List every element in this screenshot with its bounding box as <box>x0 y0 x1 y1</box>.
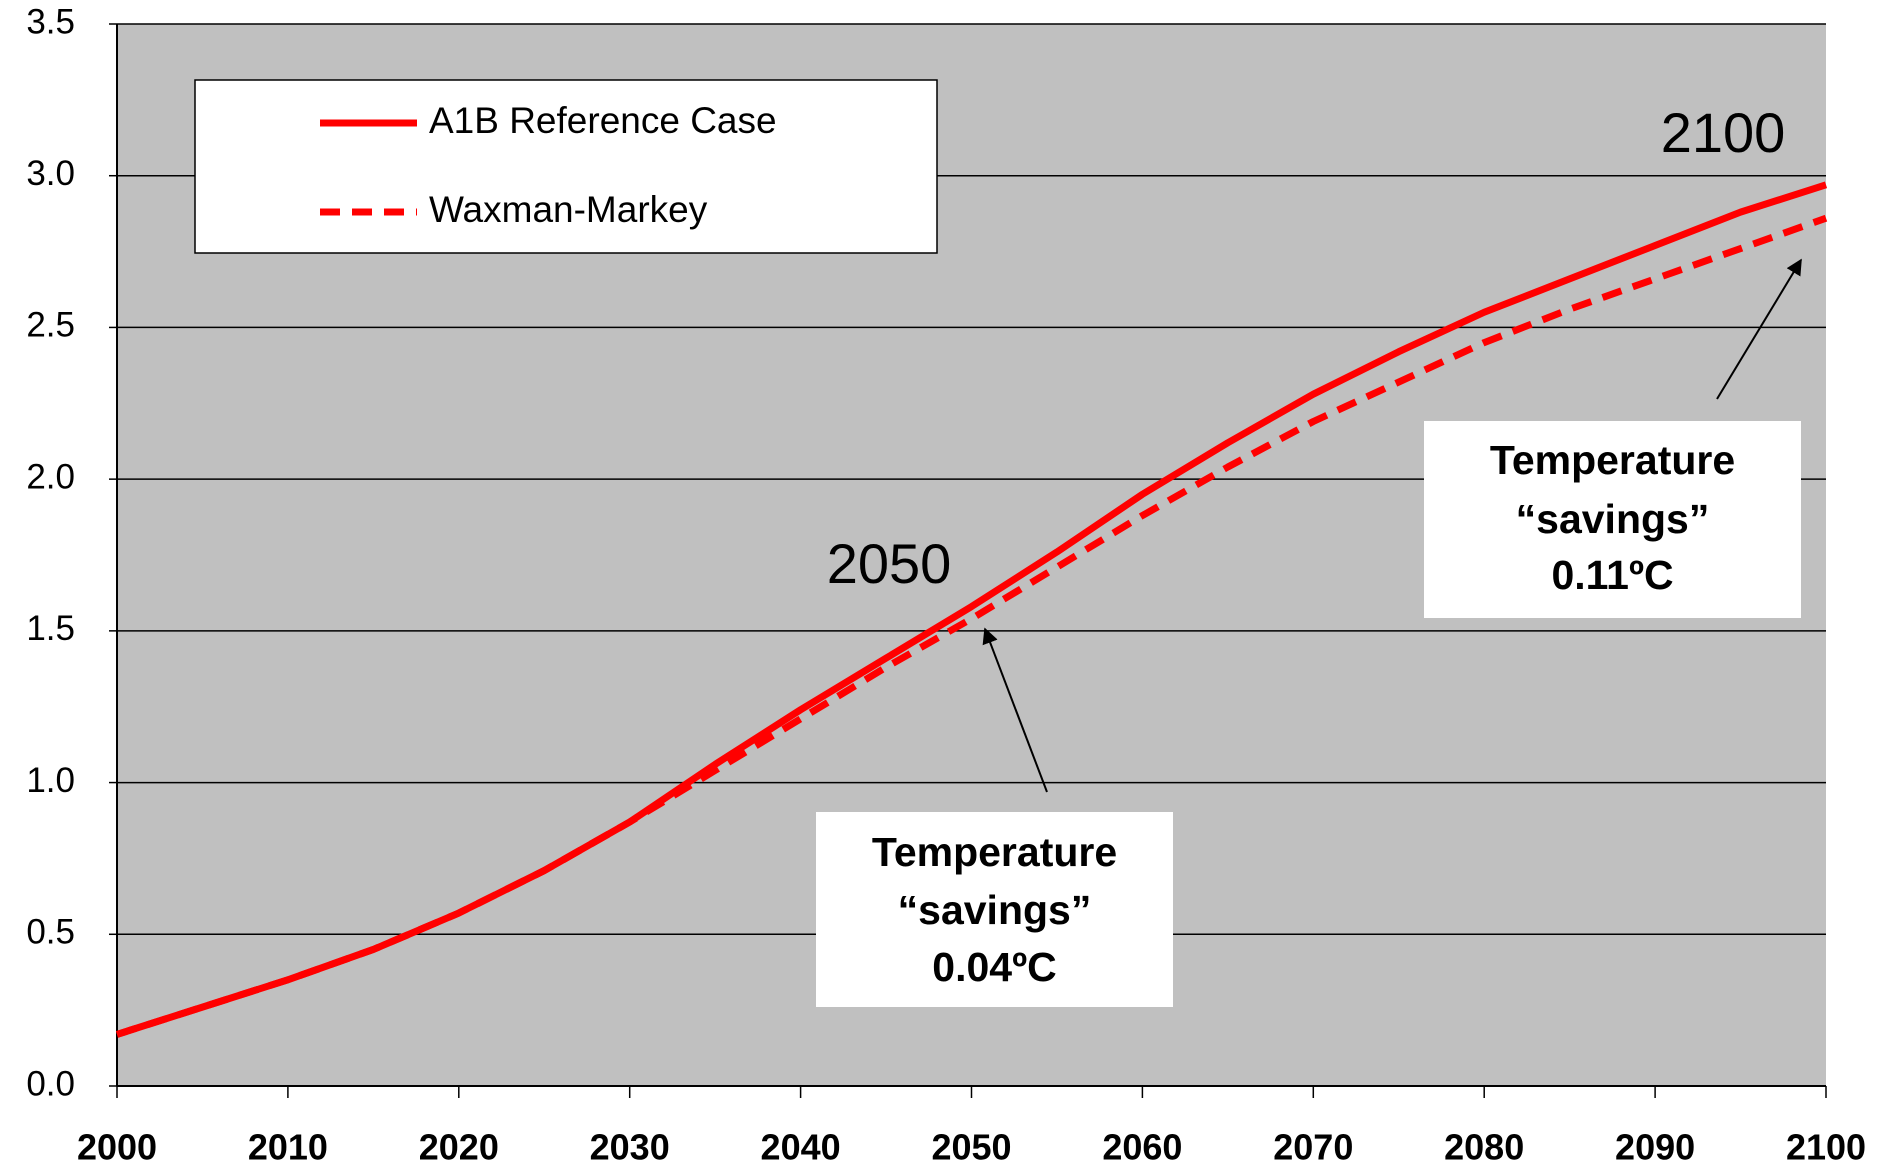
x-tick-label: 2000 <box>77 1127 157 1165</box>
x-tick-label: 2050 <box>931 1127 1011 1165</box>
annotation-arrow <box>982 627 1048 793</box>
x-tick-label: 2020 <box>419 1127 499 1165</box>
annotation-line: Temperature <box>872 829 1117 875</box>
annotation-box <box>1424 421 1801 618</box>
annotation: 2050 <box>827 532 952 595</box>
x-tick-label: 2090 <box>1615 1127 1695 1165</box>
x-tick-label: 2080 <box>1444 1127 1524 1165</box>
y-tick-label: 0.0 <box>26 1064 75 1103</box>
legend-box <box>194 79 938 254</box>
x-tick-label: 2100 <box>1786 1127 1866 1165</box>
annotation-line: 0.11ºC <box>1551 552 1673 598</box>
annotation-box <box>816 812 1173 1007</box>
legend-label: A1B Reference Case <box>429 100 777 141</box>
x-tick-label: 2040 <box>761 1127 841 1165</box>
y-tick-label: 0.5 <box>26 913 75 952</box>
series-line <box>115 214 1828 1038</box>
annotation-line: Temperature <box>1490 437 1735 483</box>
annotation-line: “savings” <box>1516 496 1710 542</box>
y-tick-label: 1.5 <box>26 609 75 648</box>
x-tick-label: 2060 <box>1102 1127 1182 1165</box>
x-tick-label: 2010 <box>248 1127 328 1165</box>
annotation: 2100 <box>1661 101 1786 164</box>
x-tick-label: 2070 <box>1273 1127 1353 1165</box>
y-tick-label: 2.5 <box>26 306 75 345</box>
y-tick-label: 2.0 <box>26 457 75 496</box>
annotation-line: “savings” <box>898 887 1092 933</box>
y-tick-label: 1.0 <box>26 761 75 800</box>
legend-label: Waxman-Markey <box>429 189 708 230</box>
annotation-line: 0.04ºC <box>932 944 1056 990</box>
annotation-arrow <box>1716 258 1802 400</box>
x-tick-label: 2030 <box>590 1127 670 1165</box>
y-tick-label: 3.5 <box>26 2 75 41</box>
y-tick-label: 3.0 <box>26 154 75 193</box>
